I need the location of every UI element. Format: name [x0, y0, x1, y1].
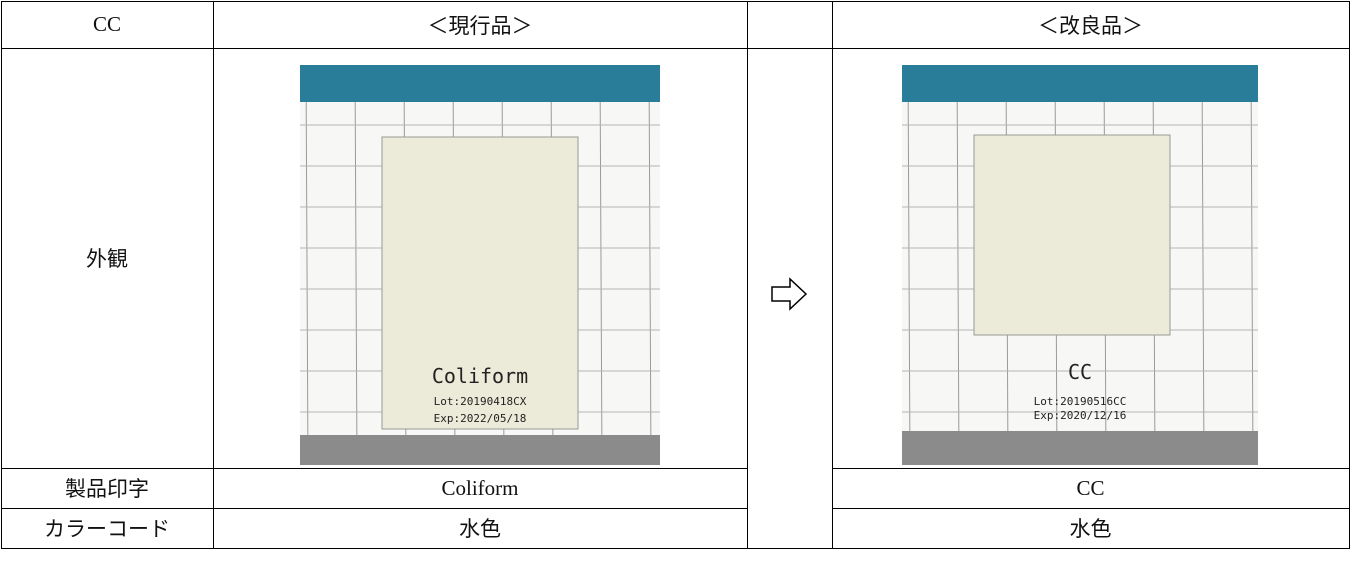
- print-lot: Lot:20190418CX: [434, 395, 527, 408]
- border: [832, 1, 833, 549]
- product-photo: Coliform Lot:20190418CX Exp:2022/05/18: [300, 65, 660, 465]
- border: [1, 508, 747, 509]
- border: [1, 468, 747, 469]
- border: [1, 548, 1350, 549]
- cell: Coliform: [441, 475, 519, 500]
- border: [213, 1, 214, 549]
- bottom-band: [902, 431, 1258, 465]
- photo-grid: [354, 65, 358, 465]
- border: [1, 48, 1350, 49]
- header-cell: ＜改良品＞: [1038, 13, 1143, 38]
- cell: 水色: [459, 517, 501, 541]
- pad: [973, 134, 1171, 336]
- photo-grid: [648, 65, 652, 465]
- print-lot: Lot:20190516CC: [1034, 395, 1127, 408]
- photo-grid: [956, 65, 960, 465]
- border: [1349, 1, 1350, 549]
- print-name: CC: [1068, 360, 1092, 384]
- row-label: カラーコード: [44, 517, 170, 541]
- border: [747, 1, 748, 549]
- row-label: 製品印字: [65, 477, 149, 501]
- photo-grid: [305, 65, 309, 465]
- pad: [381, 136, 579, 430]
- border: [832, 508, 1350, 509]
- arrow-icon: [771, 277, 808, 311]
- header-cell: CC: [92, 12, 121, 36]
- top-band: [902, 65, 1258, 102]
- print-exp: Exp:2022/05/18: [434, 412, 527, 425]
- header-cell: ＜現行品＞: [427, 13, 533, 38]
- print-name: Coliform: [432, 364, 528, 388]
- photo-grid: [599, 65, 603, 465]
- bottom-band: [300, 435, 660, 465]
- top-band: [300, 65, 660, 102]
- photo-grid: [1201, 65, 1205, 465]
- border: [1, 1, 1350, 2]
- cell: 水色: [1069, 517, 1112, 541]
- row-label: 外観: [86, 247, 128, 271]
- print-exp: Exp:2020/12/16: [1034, 409, 1127, 422]
- photo-grid: [1250, 65, 1254, 465]
- border: [1, 1, 2, 549]
- photo-grid: [907, 65, 911, 465]
- border: [832, 468, 1350, 469]
- cell: CC: [1076, 475, 1105, 500]
